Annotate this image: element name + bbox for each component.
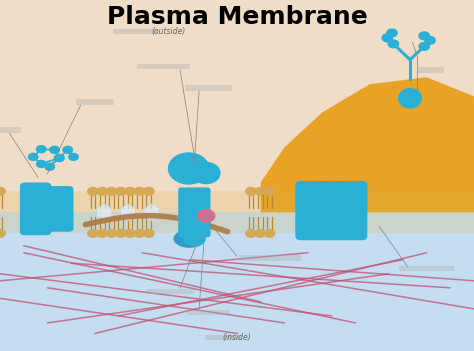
FancyBboxPatch shape	[338, 181, 367, 240]
Circle shape	[125, 230, 136, 237]
Circle shape	[97, 187, 108, 195]
FancyBboxPatch shape	[295, 181, 325, 240]
Circle shape	[88, 187, 98, 195]
Bar	[205, 335, 240, 340]
Ellipse shape	[399, 88, 421, 108]
Circle shape	[63, 146, 73, 153]
Circle shape	[55, 154, 64, 161]
Circle shape	[419, 42, 429, 50]
Bar	[185, 85, 232, 91]
Bar	[399, 266, 454, 271]
Circle shape	[106, 230, 117, 237]
Circle shape	[28, 153, 38, 160]
Circle shape	[36, 146, 46, 153]
Circle shape	[255, 230, 265, 237]
Circle shape	[116, 230, 126, 237]
Circle shape	[45, 163, 55, 170]
Bar	[0, 0, 474, 212]
Circle shape	[246, 187, 256, 195]
Circle shape	[387, 29, 397, 37]
FancyBboxPatch shape	[178, 187, 210, 237]
Text: Plasma Membrane: Plasma Membrane	[107, 5, 367, 29]
FancyBboxPatch shape	[317, 181, 346, 240]
Circle shape	[144, 187, 154, 195]
Circle shape	[388, 40, 399, 48]
Polygon shape	[144, 204, 159, 221]
Circle shape	[55, 154, 64, 161]
Circle shape	[106, 187, 117, 195]
Circle shape	[264, 230, 275, 237]
Circle shape	[198, 210, 215, 222]
Text: (inside): (inside)	[223, 333, 251, 342]
Circle shape	[255, 187, 265, 195]
Circle shape	[144, 230, 154, 237]
Ellipse shape	[192, 163, 220, 184]
Bar	[418, 67, 444, 73]
Circle shape	[116, 187, 126, 195]
Polygon shape	[120, 204, 136, 221]
Bar	[187, 310, 230, 315]
FancyBboxPatch shape	[45, 186, 73, 232]
Circle shape	[69, 153, 78, 160]
FancyBboxPatch shape	[20, 183, 51, 235]
Circle shape	[125, 187, 136, 195]
Ellipse shape	[174, 230, 205, 247]
Circle shape	[264, 187, 275, 195]
Circle shape	[382, 34, 392, 42]
Bar	[147, 289, 194, 294]
Circle shape	[36, 160, 46, 167]
Polygon shape	[261, 77, 474, 212]
Ellipse shape	[168, 153, 209, 184]
Circle shape	[50, 146, 59, 153]
Text: (outside): (outside)	[151, 27, 185, 36]
Bar	[0, 191, 474, 233]
Bar	[239, 255, 301, 261]
Circle shape	[134, 230, 145, 237]
Circle shape	[97, 230, 108, 237]
Circle shape	[0, 187, 5, 195]
Bar	[137, 64, 190, 69]
Circle shape	[419, 32, 429, 40]
Circle shape	[0, 230, 5, 237]
Polygon shape	[97, 204, 112, 221]
Bar	[0, 127, 21, 133]
Bar	[0, 212, 474, 351]
Circle shape	[246, 230, 256, 237]
Bar	[112, 29, 157, 34]
Circle shape	[134, 187, 145, 195]
Ellipse shape	[184, 234, 205, 245]
Circle shape	[425, 37, 435, 44]
Bar	[76, 99, 114, 105]
Circle shape	[88, 230, 98, 237]
